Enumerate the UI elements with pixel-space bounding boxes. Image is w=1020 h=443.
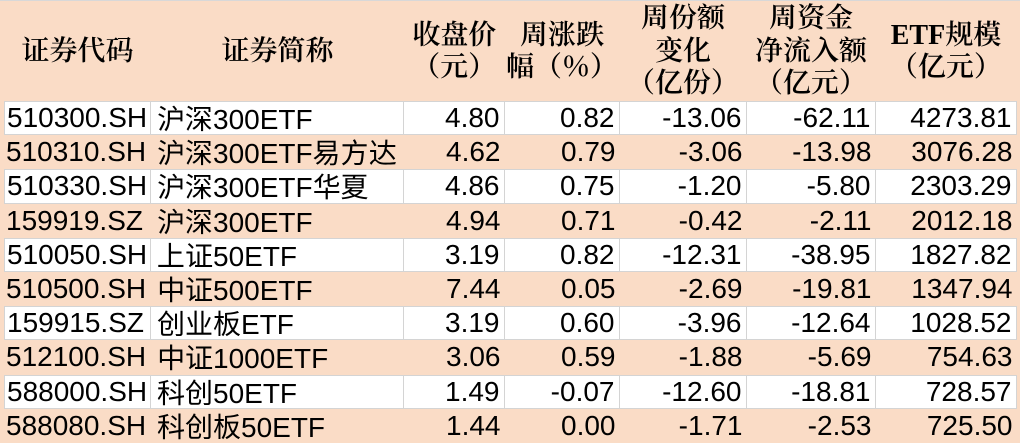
table-row: 510300.SH 沪深300ETF 4.80 0.82 -13.06 -62.… [4, 101, 1017, 136]
cell-share_change: -12.31 [620, 238, 747, 271]
cell-name: 创业板ETF [151, 307, 404, 340]
cell-etf_size: 754.63 [926, 341, 1013, 373]
cell-weekly_change: 0.00 [561, 409, 616, 441]
cell-weekly_change: 0.82 [505, 238, 620, 271]
cell-code: 510300.SH [4, 102, 151, 135]
cell-code: 588000.SH [4, 375, 151, 408]
cell-net_inflow: -5.69 [807, 341, 872, 373]
column-header-etf_size: ETF规模 （亿元） [889, 19, 1002, 84]
cell-close: 3.06 [446, 341, 501, 373]
table-row: 510500.SH 中证500ETF 7.44 0.05 -2.69 -19.8… [4, 272, 1017, 306]
cell-name: 科创板50ETF [157, 411, 326, 443]
cell-close: 7.44 [446, 273, 501, 305]
cell-weekly_change: 0.59 [561, 341, 616, 373]
cell-close: 1.44 [446, 409, 501, 441]
cell-share_change: -0.42 [678, 204, 743, 236]
cell-weekly_change: 0.82 [505, 102, 620, 135]
cell-share_change: -1.71 [678, 409, 743, 441]
cell-code: 510310.SH [6, 136, 147, 168]
cell-etf_size: 1347.94 [911, 273, 1013, 305]
cell-etf_size: 725.50 [926, 409, 1013, 441]
table-row: 510330.SH 沪深300ETF华夏 4.86 0.75 -1.20 -5.… [4, 169, 1017, 204]
cell-name: 沪深300ETF华夏 [151, 170, 404, 203]
table-row: 510310.SH 沪深300ETF易方达 4.62 0.79 -3.06 -1… [4, 135, 1017, 169]
cell-code: 510330.SH [4, 170, 151, 203]
table-row: 588080.SH 科创板50ETF 1.44 0.00 -1.71 -2.53… [4, 409, 1017, 443]
cell-close: 3.19 [404, 238, 505, 271]
cell-code: 159915.SZ [4, 307, 151, 340]
cell-code: 510500.SH [6, 273, 147, 305]
cell-etf_size: 3076.28 [911, 136, 1013, 168]
cell-weekly_change: 0.71 [561, 204, 616, 236]
cell-share_change: -1.20 [620, 170, 747, 203]
table-row: 512100.SH 中证1000ETF 3.06 0.59 -1.88 -5.6… [4, 340, 1017, 374]
table-row: 159919.SZ 沪深300ETF 4.94 0.71 -0.42 -2.11… [4, 204, 1017, 238]
cell-name: 科创50ETF [151, 375, 404, 408]
cell-etf_size: 1827.82 [876, 238, 1017, 271]
cell-net_inflow: -13.98 [792, 136, 872, 168]
cell-share_change: -13.06 [620, 102, 747, 135]
cell-share_change: -3.06 [678, 136, 743, 168]
table-row: 510050.SH 上证50ETF 3.19 0.82 -12.31 -38.9… [4, 237, 1017, 272]
cell-net_inflow: -38.95 [747, 238, 876, 271]
table-header-row: 证券代码 证券简称 收盘价 （元） 周涨跌 幅（％） 周份额 变化 （亿份） 周… [4, 3, 1017, 102]
cell-net_inflow: -62.11 [747, 102, 876, 135]
cell-close: 4.94 [446, 204, 501, 236]
column-header-weekly_change: 周涨跌 幅（％） [505, 19, 618, 84]
cell-net_inflow: -12.64 [747, 307, 876, 340]
cell-close: 3.19 [404, 307, 505, 340]
cell-net_inflow: -2.11 [809, 204, 872, 236]
column-header-share_change: 周份额 变化 （亿份） [626, 3, 739, 100]
cell-etf_size: 2303.29 [876, 170, 1017, 203]
column-header-code: 证券代码 [21, 35, 134, 67]
cell-code: 510050.SH [4, 238, 151, 271]
table-row: 159915.SZ 创业板ETF 3.19 0.60 -3.96 -12.64 … [4, 306, 1017, 341]
cell-close: 1.49 [404, 375, 505, 408]
cell-etf_size: 2012.18 [911, 204, 1013, 236]
cell-etf_size: 1028.52 [876, 307, 1017, 340]
cell-weekly_change: 0.79 [561, 136, 616, 168]
cell-weekly_change: 0.75 [505, 170, 620, 203]
cell-name: 沪深300ETF [151, 102, 404, 135]
cell-net_inflow: -19.81 [792, 273, 872, 305]
cell-net_inflow: -2.53 [807, 409, 872, 441]
cell-code: 159919.SZ [6, 204, 143, 236]
cell-name: 中证1000ETF [157, 343, 329, 375]
cell-etf_size: 4273.81 [876, 102, 1017, 135]
cell-code: 588080.SH [6, 409, 147, 441]
cell-code: 512100.SH [6, 341, 147, 373]
cell-share_change: -3.96 [620, 307, 747, 340]
cell-name: 上证50ETF [151, 238, 404, 271]
cell-etf_size: 728.57 [876, 375, 1017, 408]
cell-weekly_change: -0.07 [505, 375, 620, 408]
cell-weekly_change: 0.60 [505, 307, 620, 340]
cell-net_inflow: -18.81 [747, 375, 876, 408]
table-row: 588000.SH 科创50ETF 1.49 -0.07 -12.60 -18.… [4, 374, 1017, 409]
cell-close: 4.80 [404, 102, 505, 135]
cell-close: 4.62 [446, 136, 501, 168]
column-header-net_inflow: 周资金 净流入额 （亿元） [754, 3, 867, 100]
table-top-border [0, 0, 1020, 1]
cell-share_change: -12.60 [620, 375, 747, 408]
cell-net_inflow: -5.80 [747, 170, 876, 203]
cell-name: 中证500ETF [157, 275, 313, 307]
cell-weekly_change: 0.05 [561, 273, 616, 305]
cell-close: 4.86 [404, 170, 505, 203]
cell-name: 沪深300ETF易方达 [157, 138, 397, 170]
column-header-close: 收盘价 （元） [412, 19, 497, 84]
cell-name: 沪深300ETF [157, 206, 313, 238]
cell-share_change: -2.69 [678, 273, 743, 305]
cell-share_change: -1.88 [678, 341, 743, 373]
column-header-name: 证券简称 [221, 35, 334, 67]
